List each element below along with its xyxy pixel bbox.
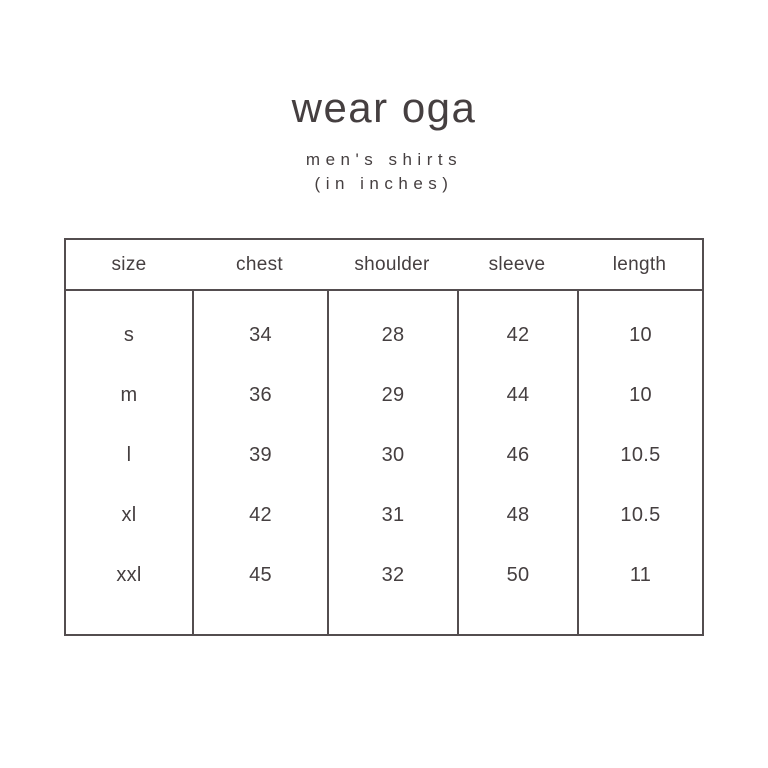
table-cell: 32 — [381, 563, 405, 586]
table-cell: 10 — [629, 383, 652, 406]
table-column-shoulder: 28 29 30 31 32 — [327, 291, 457, 634]
header-cell-sleeve: sleeve — [488, 253, 546, 275]
table-cell: s — [123, 323, 135, 346]
table-cell: 42 — [249, 503, 272, 526]
header-cell-length: length — [612, 253, 667, 275]
table-cell: 10.5 — [620, 503, 661, 526]
subtitle: men's shirts — [305, 150, 463, 169]
table-cell: 46 — [506, 443, 530, 466]
header-cell-shoulder: shoulder — [354, 253, 430, 275]
table-column-length: 10 10 10.5 10.5 11 — [577, 291, 702, 634]
table-body: s m l xl xxl 34 36 39 42 45 28 29 30 31 … — [64, 291, 704, 636]
table-cell: m — [120, 383, 138, 406]
header-cell-chest: chest — [236, 253, 283, 275]
table-column-size: s m l xl xxl — [66, 291, 192, 634]
table-cell: 50 — [506, 563, 530, 586]
subtitle-block: men's shirts (in inches) — [0, 148, 768, 196]
table-cell: 28 — [381, 323, 405, 346]
header-cell-size: size — [111, 253, 147, 275]
table-cell: 10.5 — [620, 443, 661, 466]
table-column-sleeve: 42 44 46 48 50 — [457, 291, 577, 634]
table-cell: 42 — [506, 323, 530, 346]
table-cell: 31 — [381, 503, 405, 526]
table-cell: 36 — [249, 383, 272, 406]
size-chart-table: size chest shoulder sleeve length s m l … — [64, 238, 704, 636]
table-column-chest: 34 36 39 42 45 — [192, 291, 327, 634]
table-cell: 11 — [629, 563, 652, 586]
table-cell: 29 — [381, 383, 405, 406]
table-cell: 10 — [629, 323, 652, 346]
table-cell: 45 — [249, 563, 272, 586]
table-cell: 48 — [506, 503, 530, 526]
table-cell: l — [126, 443, 132, 466]
table-cell: xl — [121, 503, 137, 526]
table-header-row: size chest shoulder sleeve length — [64, 238, 704, 291]
brand-title: wear oga — [291, 84, 477, 131]
table-cell: 30 — [381, 443, 405, 466]
subtitle-note: (in inches) — [314, 174, 454, 193]
table-cell: 44 — [506, 383, 530, 406]
table-cell: xxl — [116, 563, 142, 586]
table-cell: 34 — [249, 323, 272, 346]
table-cell: 39 — [249, 443, 272, 466]
